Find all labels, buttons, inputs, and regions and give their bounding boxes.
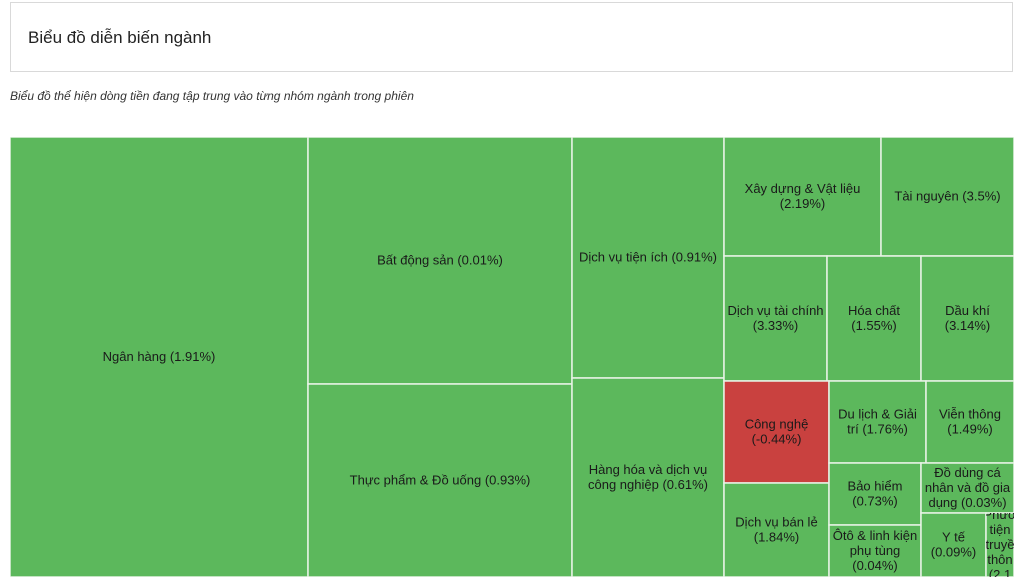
chart-subtitle: Biểu đồ thể hiện dòng tiền đang tập trun… <box>10 89 414 103</box>
treemap-rect[interactable] <box>307 383 573 577</box>
treemap-rect[interactable] <box>828 462 922 526</box>
treemap-rect[interactable] <box>723 255 828 382</box>
treemap-label: Phươ tiện truyề thôn (2.1 <box>983 507 1014 577</box>
treemap-label: Hàng hóa và dịch vụ công nghiệp (0.61%) <box>588 462 708 492</box>
treemap-cell-y-te[interactable]: Y tế (0.09%) <box>920 512 987 577</box>
treemap-cell-dau-khi[interactable]: Dầu khí (3.14%) <box>920 255 1014 382</box>
treemap-label: Bảo hiểm (0.73%) <box>848 479 903 509</box>
treemap-label: Viễn thông (1.49%) <box>939 407 1001 437</box>
treemap-label: Dịch vụ tiện ích (0.91%) <box>579 250 717 265</box>
treemap-cell-ngan-hang[interactable]: Ngân hàng (1.91%) <box>10 137 309 577</box>
treemap-cell-hang-hoa-va-dich-vu-cong-nghiep[interactable]: Hàng hóa và dịch vụ công nghiệp (0.61%) <box>571 377 725 577</box>
treemap-svg: Ngân hàng (1.91%) Bất động sản (0.01%) Thự… <box>10 137 1014 577</box>
treemap-rect[interactable] <box>307 137 573 385</box>
treemap-cell-dich-vu-tien-ich[interactable]: Dịch vụ tiện ích (0.91%) <box>571 137 725 379</box>
treemap-label: Tài nguyên (3.5%) <box>894 189 1000 204</box>
treemap-label: Dầu khí (3.14%) <box>945 303 991 333</box>
treemap-cell-du-lich-giai-tri[interactable]: Du lịch & Giải trí (1.76%) <box>828 380 927 464</box>
treemap-label: Du lịch & Giải trí (1.76%) <box>838 407 917 437</box>
treemap-rect[interactable] <box>925 380 1014 464</box>
treemap-rect[interactable] <box>920 255 1014 382</box>
treemap-rect[interactable] <box>985 512 1014 577</box>
treemap-label: Công nghệ (-0.44%) <box>745 417 809 447</box>
treemap-label: Y tế (0.09%) <box>931 530 977 560</box>
treemap-label: Đồ dùng cá nhân và đồ gia dụng (0.03%) <box>925 465 1011 510</box>
treemap-cell-dich-vu-tai-chinh[interactable]: Dịch vụ tài chính (3.33%) <box>723 255 828 382</box>
treemap-label: Hóa chất (1.55%) <box>848 303 900 333</box>
treemap-cell-bao-hiem[interactable]: Bảo hiểm (0.73%) <box>828 462 922 526</box>
treemap-rect[interactable] <box>828 380 927 464</box>
treemap-label: Dịch vụ tài chính (3.33%) <box>727 303 823 333</box>
treemap-cell-xay-dung-vat-lieu[interactable]: Xây dựng & Vật liệu (2.19%) <box>723 137 882 257</box>
treemap-rect[interactable] <box>571 377 725 577</box>
treemap-label: Xây dựng & Vật liệu (2.19%) <box>745 181 861 211</box>
treemap-rect[interactable] <box>826 255 922 382</box>
treemap-label: Thực phẩm & Đồ uống (0.93%) <box>350 473 531 488</box>
treemap-cell-thuc-pham-do-uong[interactable]: Thực phẩm & Đồ uống (0.93%) <box>307 383 573 577</box>
treemap-cell-vien-thong[interactable]: Viễn thông (1.49%) <box>925 380 1014 464</box>
treemap-cell-oto-linh-kien-phu-tung[interactable]: Ôtô & linh kiện phụ tùng (0.04%) <box>828 524 922 577</box>
treemap-label: Dịch vụ bán lẻ (1.84%) <box>735 515 817 545</box>
treemap-rect[interactable] <box>723 482 830 577</box>
treemap-cell-cong-nghe[interactable]: Công nghệ (-0.44%) <box>723 380 830 484</box>
treemap-label: Ngân hàng (1.91%) <box>103 349 216 364</box>
treemap-label: Ôtô & linh kiện phụ tùng (0.04%) <box>833 528 918 573</box>
treemap-cell-hoa-chat[interactable]: Hóa chất (1.55%) <box>826 255 922 382</box>
treemap-label: Bất động sản (0.01%) <box>377 253 503 268</box>
sector-treemap: Ngân hàng (1.91%) Bất động sản (0.01%) Thự… <box>10 137 1014 577</box>
chart-card-title: Biểu đồ diễn biến ngành <box>28 28 212 47</box>
treemap-cell-phuong-tien-truyen-thong[interactable]: Phươ tiện truyề thôn (2.1 <box>983 507 1014 577</box>
chart-header-card: Biểu đồ diễn biến ngành <box>10 2 1013 72</box>
treemap-rect[interactable] <box>920 512 987 577</box>
treemap-cell-tai-nguyen[interactable]: Tài nguyên (3.5%) <box>880 137 1014 257</box>
treemap-rect[interactable] <box>571 137 725 379</box>
treemap-rect[interactable] <box>10 137 309 577</box>
treemap-cell-do-dung-ca-nhan-va-do-gia-dung[interactable]: Đồ dùng cá nhân và đồ gia dụng (0.03%) <box>920 462 1014 514</box>
treemap-cell-bat-dong-san[interactable]: Bất động sản (0.01%) <box>307 137 573 385</box>
treemap-cell-dich-vu-ban-le[interactable]: Dịch vụ bán lẻ (1.84%) <box>723 482 830 577</box>
treemap-rect[interactable] <box>828 524 922 577</box>
